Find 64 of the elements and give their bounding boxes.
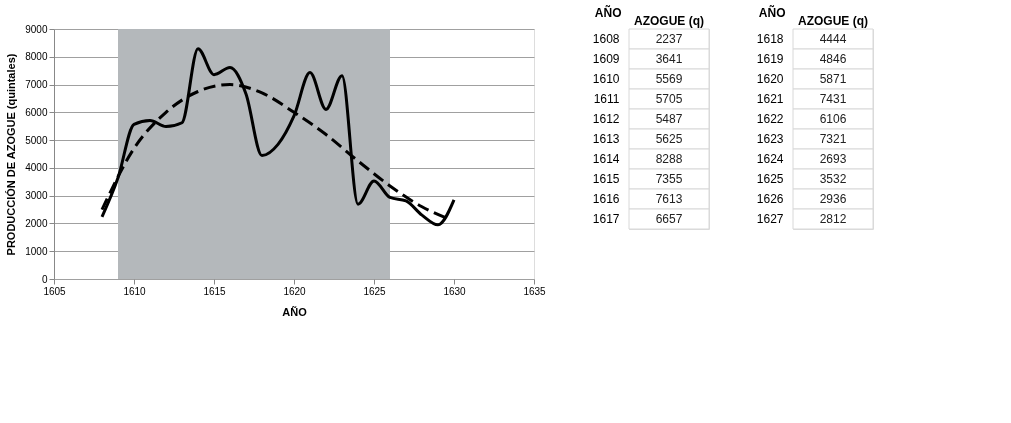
y-tick-label: 1625 <box>756 172 784 186</box>
y-tick-label: 1613 <box>592 132 620 146</box>
data-label: 7321 <box>819 132 847 146</box>
data-label: 7613 <box>655 192 683 206</box>
data-label: 2936 <box>819 192 847 206</box>
y-tick-label: 8000 <box>25 51 48 63</box>
y-tick-label: 1620 <box>756 72 784 86</box>
y-axis-title: AÑO <box>758 4 786 20</box>
y-tick-label: 1618 <box>756 32 784 46</box>
x-tick-label: 1610 <box>123 285 147 297</box>
y-tick-label: 1627 <box>756 212 784 226</box>
x-axis-title: AÑO <box>282 305 308 318</box>
y-tick-label: 1623 <box>756 132 784 146</box>
y-tick-label: 1610 <box>592 72 620 86</box>
y-tick-label: 1624 <box>756 152 784 166</box>
data-label: 3641 <box>655 52 683 66</box>
y-tick-label: 1608 <box>592 32 620 46</box>
y-tick-label: 9000 <box>25 23 48 35</box>
y-tick-label: 1614 <box>592 152 620 166</box>
x-tick-label: 1620 <box>283 285 307 297</box>
y-tick-label: 2000 <box>25 217 48 229</box>
y-tick-label: 1609 <box>592 52 620 66</box>
y-tick-label: 1621 <box>756 92 784 106</box>
line-series <box>100 47 456 227</box>
y-tick-label: 1617 <box>592 212 620 226</box>
data-label: 7431 <box>819 92 847 106</box>
x-tick-label: 1625 <box>363 285 387 297</box>
y-tick-label: 1000 <box>25 245 48 257</box>
y-tick-label: 3000 <box>25 190 48 202</box>
y-tick-label: 1619 <box>756 52 784 66</box>
y-tick-label: 5000 <box>25 134 48 146</box>
data-label: 5705 <box>655 92 683 106</box>
y-tick-label: 0 <box>41 273 48 285</box>
y-tick-label: 1622 <box>756 112 784 126</box>
y-tick-label: 1615 <box>592 172 620 186</box>
x-tick-label: 1635 <box>523 285 547 297</box>
data-label: 5487 <box>655 112 683 126</box>
y-tick-label: 1616 <box>592 192 620 206</box>
data-label: 4846 <box>819 52 847 66</box>
x-tick-label: 1605 <box>43 285 67 297</box>
y-tick-label: 1612 <box>592 112 620 126</box>
x-tick-label: 1630 <box>443 285 467 297</box>
data-label: 7355 <box>655 172 683 186</box>
y-tick-label: 6000 <box>25 106 48 118</box>
data-label: 5625 <box>655 132 683 146</box>
data-label: 3532 <box>819 172 847 186</box>
data-label: 5569 <box>655 72 683 86</box>
data-label: 5871 <box>819 72 847 86</box>
data-label: 8288 <box>655 152 683 166</box>
data-label: 2237 <box>655 32 683 46</box>
y-tick-label: 1611 <box>593 92 620 106</box>
data-label: 2812 <box>819 212 847 226</box>
data-label: 6106 <box>819 112 847 126</box>
data-label: 2693 <box>819 152 847 166</box>
data-label: 4444 <box>819 32 847 46</box>
y-tick-label: 4000 <box>25 162 48 174</box>
y-tick-label: 7000 <box>25 79 48 91</box>
x-tick-label: AZOGUE (q) <box>634 13 704 28</box>
data-label: 6657 <box>655 212 683 226</box>
y-tick-label: 1626 <box>756 192 784 206</box>
y-axis-title: AÑO <box>594 4 622 20</box>
x-tick-label: AZOGUE (q) <box>798 13 868 28</box>
y-axis-title: PRODUCCIÓN DE AZOGUE (quintales) <box>5 53 18 256</box>
x-tick-label: 1615 <box>203 285 227 297</box>
